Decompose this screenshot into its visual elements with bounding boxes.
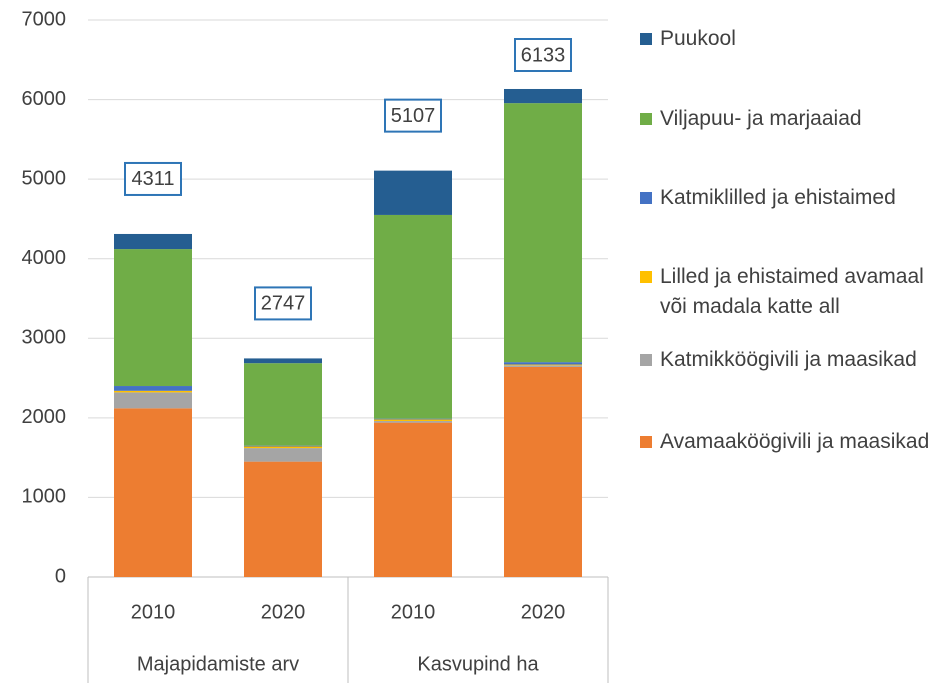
x-tick-label: 2020 bbox=[521, 601, 566, 623]
bar-segment bbox=[504, 366, 582, 577]
bar-segment bbox=[374, 421, 452, 423]
bar-segment bbox=[504, 364, 582, 366]
legend-label: Katmikköögivili ja maasikad bbox=[660, 348, 917, 371]
legend-item: Katmiklilled ja ehistaimed bbox=[640, 183, 896, 213]
x-tick-label: 2010 bbox=[391, 601, 436, 623]
legend-label: Viljapuu- ja marjaaiad bbox=[660, 107, 862, 130]
legend-item: Avamaaköögivili ja maasikad bbox=[640, 427, 929, 457]
legend-item: Viljapuu- ja marjaaiad bbox=[640, 104, 862, 134]
bar-segment bbox=[374, 422, 452, 577]
bar-segment bbox=[374, 419, 452, 422]
legend-item: Katmikköögivili ja maasikad bbox=[640, 345, 917, 375]
bar-segment bbox=[244, 446, 322, 449]
bar-segment bbox=[504, 362, 582, 365]
total-box bbox=[124, 161, 182, 196]
y-tick-label: 6000 bbox=[22, 88, 67, 110]
legend-item: Lilled ja ehistaimed avamaal või madala … bbox=[640, 262, 924, 322]
x-tick-label: 2020 bbox=[261, 601, 306, 623]
bar-segment bbox=[114, 386, 192, 391]
legend-label: Katmiklilled ja ehistaimed bbox=[660, 186, 896, 209]
total-label: 2747 bbox=[261, 293, 306, 315]
legend-swatch bbox=[640, 113, 652, 125]
legend-swatch bbox=[640, 354, 652, 366]
total-label: 4311 bbox=[131, 168, 174, 190]
bar-segment bbox=[244, 358, 322, 364]
x-tick-label: 2010 bbox=[131, 601, 176, 623]
y-tick-label: 1000 bbox=[22, 486, 67, 508]
y-tick-label: 5000 bbox=[22, 167, 67, 189]
bar-segment bbox=[504, 88, 582, 104]
y-tick-label: 7000 bbox=[22, 8, 67, 30]
legend-label: Avamaaköögivili ja maasikad bbox=[660, 430, 930, 453]
legend-swatch bbox=[640, 436, 652, 448]
total-box bbox=[514, 38, 572, 72]
bar-segment bbox=[114, 408, 192, 577]
bar-segment bbox=[374, 418, 452, 420]
bar-segment bbox=[244, 461, 322, 577]
y-tick-label: 4000 bbox=[22, 247, 67, 269]
y-tick-label: 2000 bbox=[22, 406, 67, 428]
group-label: Majapidamiste arv bbox=[137, 653, 299, 675]
bar-segment bbox=[244, 363, 322, 446]
bar-segment bbox=[504, 365, 582, 367]
bar-segment bbox=[504, 103, 582, 363]
bar-segment bbox=[114, 233, 192, 250]
total-box bbox=[384, 98, 442, 133]
bar-segment bbox=[114, 390, 192, 393]
legend-label: Lilled ja ehistaimed avamaal või madala … bbox=[660, 265, 924, 318]
bar-segment bbox=[114, 249, 192, 387]
group-label: Kasvupind ha bbox=[417, 653, 539, 675]
y-tick-label: 0 bbox=[55, 565, 66, 587]
bar-segment bbox=[244, 445, 322, 447]
total-box bbox=[254, 286, 312, 321]
bar-segment bbox=[244, 448, 322, 462]
legend-swatch bbox=[640, 192, 652, 204]
total-label: 5107 bbox=[391, 105, 436, 127]
bar-segment bbox=[114, 392, 192, 409]
legend-swatch bbox=[640, 33, 652, 45]
legend-item: Puukool bbox=[640, 24, 736, 54]
total-label: 6133 bbox=[521, 44, 566, 66]
bar-segment bbox=[374, 170, 452, 215]
legend-label: Puukool bbox=[660, 27, 736, 50]
bar-segment bbox=[374, 214, 452, 419]
legend-swatch bbox=[640, 271, 652, 283]
y-tick-label: 3000 bbox=[22, 327, 67, 349]
